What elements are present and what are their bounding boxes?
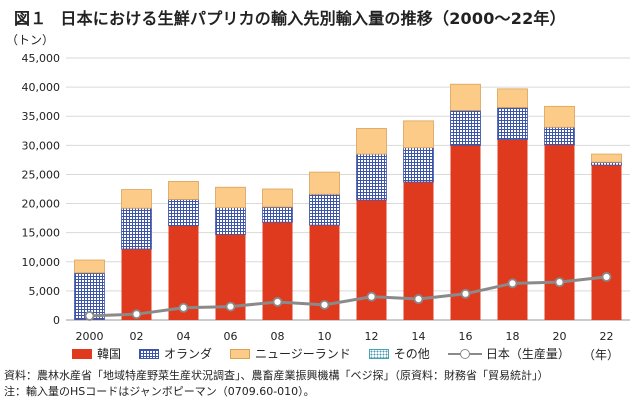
bar-netherlands-04 [168,199,199,227]
x-tick-label-20: 20 [553,330,567,343]
point-japan-06 [225,301,236,312]
bar-korea-02 [121,248,152,320]
legend-item-netherlands: オランダ [139,345,212,362]
chart-title: 図１ 日本における生鮮パプリカの輸入先別輸入量の推移（2000〜22年） [14,5,566,29]
x-tick-label-08: 08 [271,330,285,343]
x-tick-label-10: 10 [318,330,332,343]
bar-new_zealand-08 [262,188,293,208]
bar-netherlands-20 [544,126,575,146]
bar-new_zealand-18 [497,88,528,108]
y-tick-label-10000: 10,000 [22,256,61,269]
bar-korea-18 [497,139,528,320]
bar-netherlands-14 [403,147,434,183]
bar-new_zealand-12 [356,128,387,155]
bar-new_zealand-02 [121,189,152,209]
bar-netherlands-12 [356,153,387,201]
point-japan-20 [554,277,565,288]
y-tick-label-0: 0 [53,314,60,327]
legend-swatch-netherlands [139,348,160,359]
bar-new_zealand-16 [450,83,481,111]
chart-legend: 韓国 オランダ ニュージーランド その他 日本（生産量） [72,345,588,362]
y-tick-label-15000: 15,000 [22,227,61,240]
bar-new_zealand-20 [544,105,575,128]
bar-netherlands-08 [262,206,293,223]
point-japan-04 [178,302,189,313]
source-note: 資料：農林水産省「地域特産野菜生産状況調査」、農畜産業振興機構「ベジ探」（原資料… [4,369,549,382]
figure-label: 図１ [14,9,47,28]
y-tick-label-45000: 45,000 [22,52,61,65]
y-tick-label-25000: 25,000 [22,168,61,181]
bar-new_zealand-10 [309,171,340,195]
bar-netherlands-06 [215,207,246,235]
point-japan-18 [507,278,518,289]
y-tick-label-30000: 30,000 [22,139,61,152]
footnote: 注：輸入量のHSコードはジャンボピーマン（0709.60-010）。 [4,385,315,398]
bar-new_zealand-04 [168,181,199,200]
legend-item-new-zealand: ニュージーランド [230,345,351,362]
line-japan-production [89,275,607,318]
legend-item-japan: 日本（生産量） [447,345,570,362]
point-japan-02 [131,309,142,320]
point-japan-10 [319,299,330,310]
legend-label-korea: 韓国 [97,347,122,361]
legend-label-other: その他 [393,347,430,361]
y-tick-label-40000: 40,000 [22,81,61,94]
x-tick-label-16: 16 [459,330,473,343]
x-tick-label-02: 02 [130,330,144,343]
legend-label-japan: 日本（生産量） [485,347,570,361]
x-tick-label-18: 18 [506,330,520,343]
point-japan-2000 [84,311,95,321]
x-tick-label-12: 12 [365,330,379,343]
y-tick-label-20000: 20,000 [22,198,61,211]
legend-item-korea: 韓国 [72,345,121,362]
bar-new_zealand-22 [591,153,622,163]
point-japan-16 [460,288,471,299]
bar-korea-20 [544,144,575,320]
legend-swatch-korea [72,348,92,359]
legend-swatch-other [368,348,389,359]
y-tick-label-5000: 5,000 [29,285,61,298]
bar-korea-12 [356,200,387,320]
y-tick-label-35000: 35,000 [22,110,61,123]
legend-label-netherlands: オランダ [164,347,213,361]
legend-swatch-new-zealand [230,348,251,359]
legend-label-new-zealand: ニュージーランド [255,347,351,361]
legend-item-other: その他 [368,345,430,362]
x-tick-label-14: 14 [412,330,426,343]
bar-netherlands-10 [309,193,340,226]
chart-plot: 0 5,000 10,000 15,000 20,000 25,000 30,000 35,0… [22,52,630,343]
legend-swatch-japan-line [447,348,482,360]
bar-netherlands-18 [497,107,528,140]
x-axis-unit: （年） [583,348,620,362]
x-tick-label-22: 22 [600,330,614,343]
bar-netherlands-02 [121,207,152,250]
y-axis-unit: （トン） [6,33,55,47]
bar-korea-22 [591,165,622,320]
bar-new_zealand-2000 [74,259,105,274]
bar-new_zealand-14 [403,120,434,149]
point-japan-08 [272,297,283,307]
point-japan-12 [366,291,377,302]
x-tick-label-06: 06 [224,330,238,343]
bar-netherlands-22 [591,161,622,166]
x-tick-label-2000: 2000 [76,330,104,343]
bar-new_zealand-06 [215,186,246,209]
point-japan-14 [413,294,424,304]
bar-netherlands-16 [450,110,481,146]
point-japan-22 [601,272,612,282]
x-tick-label-04: 04 [177,330,191,343]
title-text: 日本における生鮮パプリカの輸入先別輸入量の推移（2000〜22年） [60,9,566,28]
